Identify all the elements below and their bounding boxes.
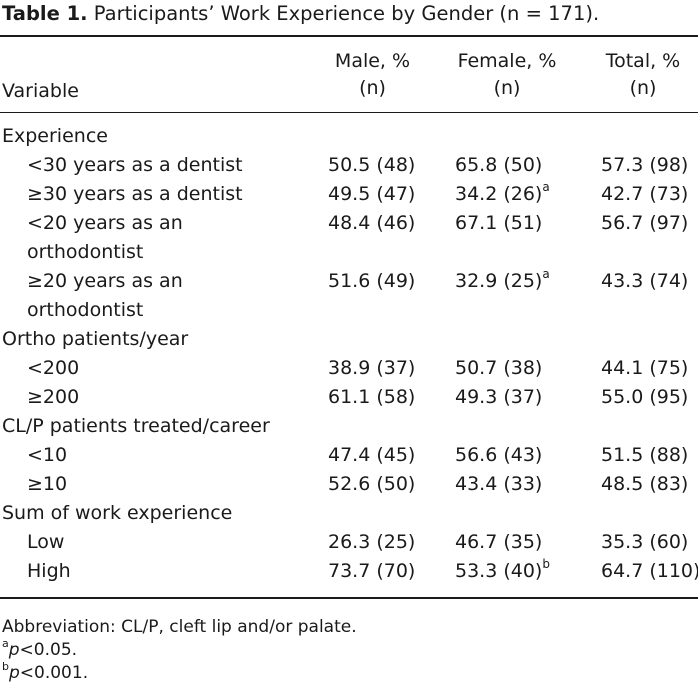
table-row: ≥30 years as a dentist 49.5 (47) 34.2 (26)… bbox=[0, 180, 698, 209]
cell-female: 67.1 (51) bbox=[455, 209, 542, 238]
row-label: ≥10 bbox=[27, 473, 68, 495]
cell-female: 65.8 (50) bbox=[455, 151, 542, 180]
row-label: <10 bbox=[27, 444, 68, 466]
cell-female-value: 34.2 (26) bbox=[455, 183, 543, 205]
table-row: ≥20 years as an orthodontist 51.6 (49) 32.… bbox=[0, 267, 698, 325]
cell-male: 38.9 (37) bbox=[328, 357, 416, 379]
cell-total: 55.0 (95) bbox=[601, 386, 689, 408]
cell-female: 46.7 (35) bbox=[455, 528, 542, 557]
cell-female-footnote-marker: a bbox=[542, 179, 550, 194]
cell-total: 57.3 (98) bbox=[601, 154, 689, 176]
footnote-abbreviation: Abbreviation: CL/P, cleft lip and/or pal… bbox=[2, 617, 357, 637]
footnote-a-text: <0.05. bbox=[19, 640, 78, 660]
cell-female: 53.3 (40)b bbox=[455, 557, 550, 586]
cell-female-value: 65.8 (50) bbox=[455, 154, 543, 176]
footnote-a-p: p bbox=[8, 640, 20, 660]
footnote-b-p: p bbox=[8, 663, 20, 683]
table-row: Low 26.3 (25) 46.7 (35) 35.3 (60) bbox=[0, 528, 698, 557]
footnote-a-marker: a bbox=[2, 637, 9, 651]
header-rule bbox=[0, 112, 698, 113]
footnote-b-marker: b bbox=[2, 660, 9, 674]
top-rule bbox=[0, 35, 698, 37]
row-label: High bbox=[27, 560, 71, 582]
group-row: Ortho patients/year bbox=[0, 325, 698, 354]
row-label: ≥200 bbox=[27, 386, 80, 408]
row-label: <30 years as a dentist bbox=[27, 154, 243, 176]
row-label: <20 years as an orthodontist bbox=[27, 212, 183, 263]
footnote-a: ap<0.05. bbox=[2, 637, 77, 663]
cell-total: 48.5 (83) bbox=[601, 473, 689, 495]
cell-female-footnote-marker: b bbox=[542, 556, 550, 571]
header-total-line1: Total, % bbox=[605, 50, 681, 72]
cell-male: 47.4 (45) bbox=[328, 444, 416, 466]
header-female-line1: Female, % bbox=[457, 50, 557, 72]
group-row: Sum of work experience bbox=[0, 499, 698, 528]
cell-female-value: 43.4 (33) bbox=[455, 473, 543, 495]
header-male-line2: (n) bbox=[359, 77, 386, 99]
header-male: Male, % (n) bbox=[330, 48, 415, 102]
cell-female-value: 46.7 (35) bbox=[455, 531, 543, 553]
cell-male: 61.1 (58) bbox=[328, 386, 416, 408]
cell-female-value: 32.9 (25) bbox=[455, 270, 543, 292]
row-label: ≥30 years as a dentist bbox=[27, 183, 243, 205]
cell-female: 43.4 (33) bbox=[455, 470, 542, 499]
header-female: Female, % (n) bbox=[453, 48, 561, 102]
header-total-line2: (n) bbox=[629, 77, 657, 99]
cell-female: 49.3 (37) bbox=[455, 383, 542, 412]
group-label: CL/P patients treated/career bbox=[2, 415, 270, 437]
group-row: Experience bbox=[0, 122, 698, 151]
group-label: Experience bbox=[2, 125, 108, 147]
row-label: ≥20 years as an orthodontist bbox=[27, 270, 183, 321]
table-row: High 73.7 (70) 53.3 (40)b 64.7 (110) bbox=[0, 557, 698, 586]
header-male-line1: Male, % bbox=[334, 50, 411, 72]
table-row: ≥10 52.6 (50) 43.4 (33) 48.5 (83) bbox=[0, 470, 698, 499]
header-total: Total, % (n) bbox=[599, 48, 687, 102]
cell-female-value: 67.1 (51) bbox=[455, 212, 543, 234]
footnote-b: bp<0.001. bbox=[2, 660, 88, 686]
cell-male: 73.7 (70) bbox=[328, 560, 416, 582]
row-label: <200 bbox=[27, 357, 80, 379]
cell-female: 32.9 (25)a bbox=[455, 267, 550, 296]
cell-male: 51.6 (49) bbox=[328, 270, 416, 292]
table-row: <200 38.9 (37) 50.7 (38) 44.1 (75) bbox=[0, 354, 698, 383]
table-row: <20 years as an orthodontist 48.4 (46) 67.… bbox=[0, 209, 698, 267]
cell-male: 48.4 (46) bbox=[328, 212, 416, 234]
cell-male: 50.5 (48) bbox=[328, 154, 416, 176]
cell-total: 56.7 (97) bbox=[601, 212, 689, 234]
footnote-b-text: <0.001. bbox=[19, 663, 89, 683]
cell-male: 52.6 (50) bbox=[328, 473, 416, 495]
cell-total: 64.7 (110) bbox=[601, 560, 698, 582]
cell-female-value: 56.6 (43) bbox=[455, 444, 543, 466]
cell-female-footnote-marker: a bbox=[542, 266, 550, 281]
table-title: Table 1. Participants’ Work Experience b… bbox=[2, 2, 599, 26]
cell-female-value: 50.7 (38) bbox=[455, 357, 543, 379]
cell-female: 50.7 (38) bbox=[455, 354, 542, 383]
table-row: ≥200 61.1 (58) 49.3 (37) 55.0 (95) bbox=[0, 383, 698, 412]
header-female-line2: (n) bbox=[493, 77, 521, 99]
group-label: Sum of work experience bbox=[2, 502, 233, 524]
cell-female-value: 53.3 (40) bbox=[455, 560, 543, 582]
table-row: <10 47.4 (45) 56.6 (43) 51.5 (88) bbox=[0, 441, 698, 470]
group-label: Ortho patients/year bbox=[2, 328, 189, 350]
cell-male: 49.5 (47) bbox=[328, 183, 416, 205]
bottom-rule bbox=[0, 597, 698, 599]
cell-female: 34.2 (26)a bbox=[455, 180, 550, 209]
cell-total: 43.3 (74) bbox=[601, 270, 689, 292]
cell-female-value: 49.3 (37) bbox=[455, 386, 543, 408]
table-label: Table 1. bbox=[2, 2, 88, 25]
cell-total: 44.1 (75) bbox=[601, 357, 689, 379]
row-label: Low bbox=[27, 531, 65, 553]
cell-female: 56.6 (43) bbox=[455, 441, 542, 470]
cell-total: 51.5 (88) bbox=[601, 444, 689, 466]
header-variable: Variable bbox=[2, 80, 79, 102]
table-caption: Participants’ Work Experience by Gender … bbox=[87, 2, 600, 25]
group-row: CL/P patients treated/career bbox=[0, 412, 698, 441]
table-row: <30 years as a dentist 50.5 (48) 65.8 (50)… bbox=[0, 151, 698, 180]
cell-total: 42.7 (73) bbox=[601, 183, 689, 205]
cell-total: 35.3 (60) bbox=[601, 531, 689, 553]
cell-male: 26.3 (25) bbox=[328, 531, 416, 553]
